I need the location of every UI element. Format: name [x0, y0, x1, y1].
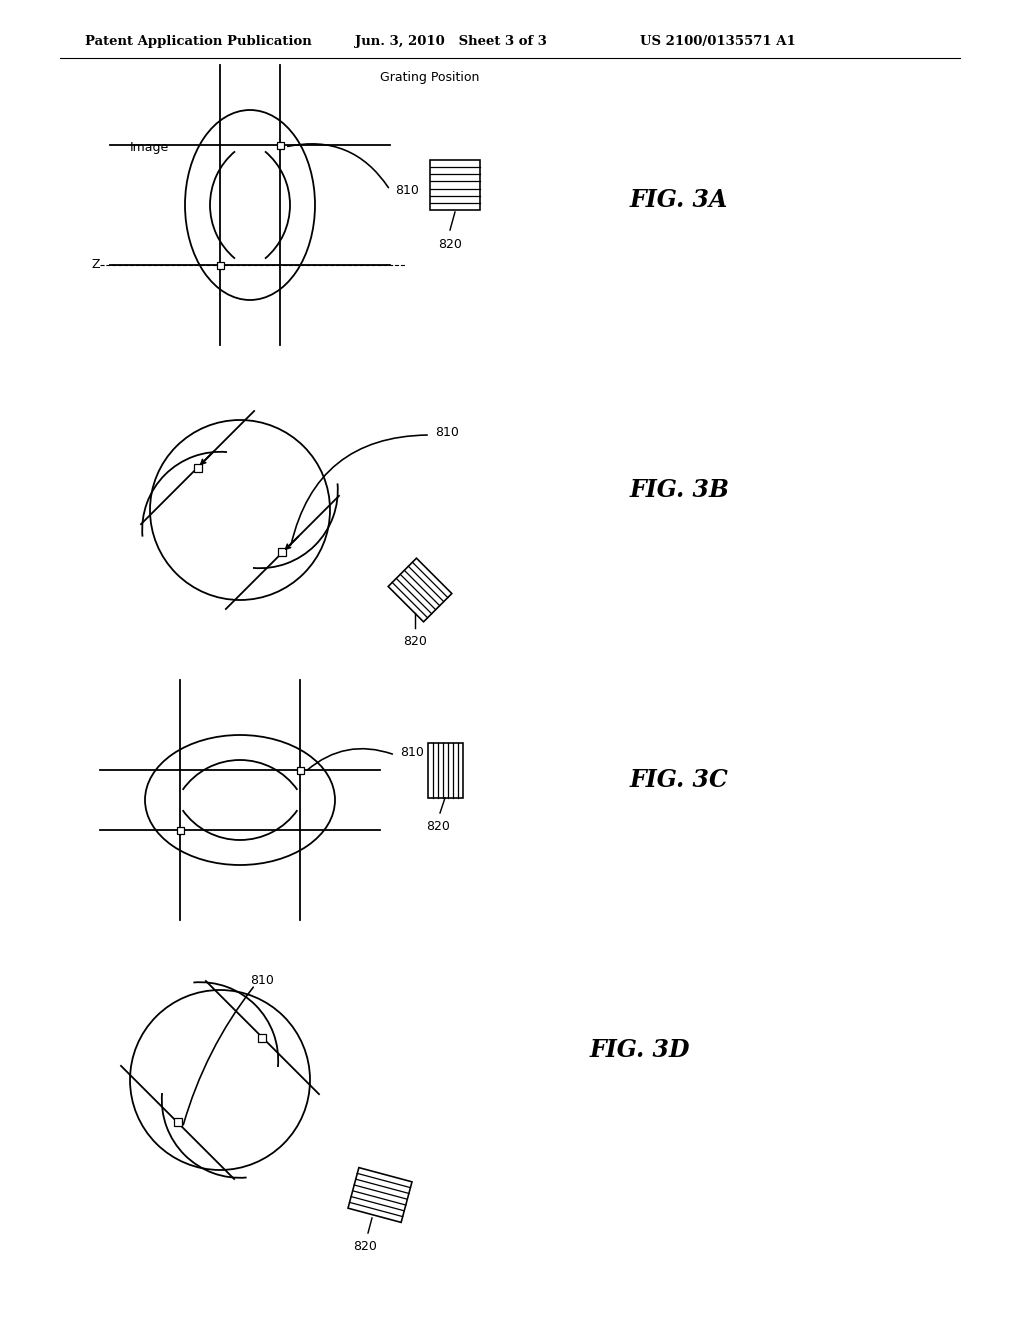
Text: Z: Z [91, 259, 100, 272]
Text: 810: 810 [400, 746, 424, 759]
Polygon shape [276, 141, 284, 149]
Text: 820: 820 [426, 820, 450, 833]
Polygon shape [194, 463, 202, 471]
Text: Jun. 3, 2010   Sheet 3 of 3: Jun. 3, 2010 Sheet 3 of 3 [355, 36, 547, 49]
Text: Patent Application Publication: Patent Application Publication [85, 36, 311, 49]
Polygon shape [176, 826, 183, 833]
Text: 810: 810 [250, 974, 273, 986]
Polygon shape [279, 548, 287, 557]
Text: FIG. 3D: FIG. 3D [590, 1038, 690, 1063]
Text: 820: 820 [438, 238, 462, 251]
Text: 810: 810 [435, 425, 459, 438]
Text: FIG. 3A: FIG. 3A [630, 187, 728, 213]
Text: US 2100/0135571 A1: US 2100/0135571 A1 [640, 36, 796, 49]
Polygon shape [174, 1118, 181, 1126]
Text: Grating Position: Grating Position [380, 71, 479, 84]
Text: 820: 820 [403, 635, 427, 648]
Text: 820: 820 [353, 1239, 377, 1253]
Polygon shape [216, 261, 223, 268]
Polygon shape [297, 767, 303, 774]
Text: FIG. 3C: FIG. 3C [630, 768, 729, 792]
Polygon shape [258, 1034, 266, 1041]
Text: FIG. 3B: FIG. 3B [630, 478, 730, 502]
Text: 810: 810 [395, 183, 419, 197]
Text: Image: Image [130, 141, 169, 154]
